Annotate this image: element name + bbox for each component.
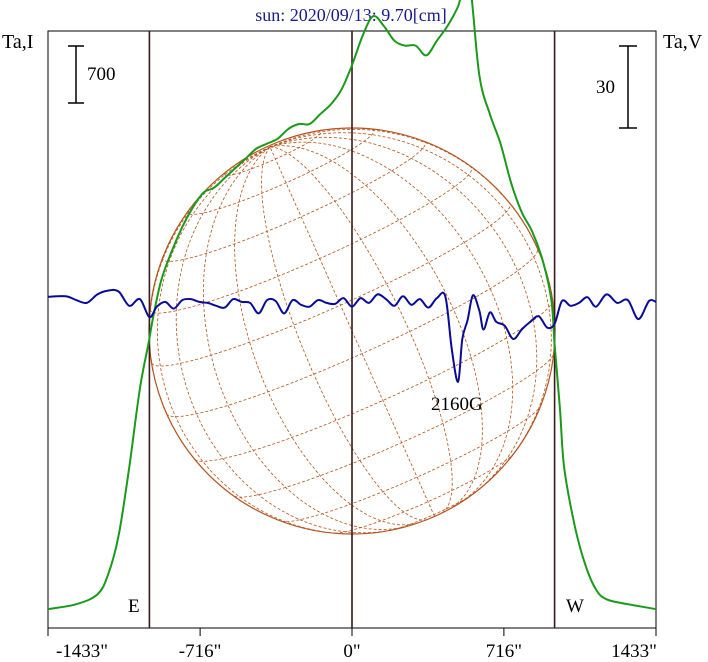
active-region-annotation: 2160G — [431, 394, 483, 415]
longitude-line — [261, 146, 428, 521]
longitude-line — [269, 146, 435, 517]
longitude-line — [156, 146, 345, 535]
longitude-line — [269, 128, 538, 249]
limb-label-west: W — [566, 596, 584, 617]
latitude-line — [194, 300, 553, 462]
latitude-line — [151, 203, 511, 367]
latitude-line — [334, 453, 515, 534]
series-layer — [47, 0, 657, 611]
latitude-line — [234, 353, 554, 498]
right-axis-label: Ta,V — [663, 31, 703, 53]
limb-label-east: E — [128, 596, 140, 617]
limb-lines — [148, 31, 556, 628]
longitude-line — [269, 132, 552, 462]
right-scale-bar — [619, 45, 637, 129]
longitude-line — [234, 146, 420, 526]
longitude-line — [269, 141, 514, 503]
latitude-line — [187, 128, 375, 215]
left-scale-label: 700 — [87, 64, 116, 85]
series-polarization-line — [47, 288, 657, 383]
longitude-line — [175, 146, 391, 534]
latitude-line — [166, 248, 539, 418]
x-tick-label: -1433" — [56, 641, 108, 662]
left-axis-label: Ta,I — [2, 31, 33, 53]
solar-disk-grid — [148, 127, 556, 535]
longitude-line — [148, 146, 271, 414]
longitude-line — [269, 146, 453, 514]
right-scale-label: 30 — [596, 77, 615, 98]
x-tick-label: 0" — [343, 641, 360, 662]
x-tick-label: 716" — [486, 641, 522, 662]
longitude-line — [269, 136, 538, 494]
series-intensity-line — [47, 0, 657, 611]
x-axis: -1433" -716" 0" 716" 1433" — [47, 628, 657, 662]
latitude-line — [281, 405, 541, 523]
x-tick-label: 1433" — [611, 641, 657, 662]
x-tick-label: -716" — [179, 641, 222, 662]
longitude-line — [269, 145, 483, 510]
left-scale-bar — [68, 45, 84, 104]
chart-title: sun: 2020/09/13: 9.70[cm] — [255, 5, 447, 25]
longitude-line — [202, 146, 407, 530]
